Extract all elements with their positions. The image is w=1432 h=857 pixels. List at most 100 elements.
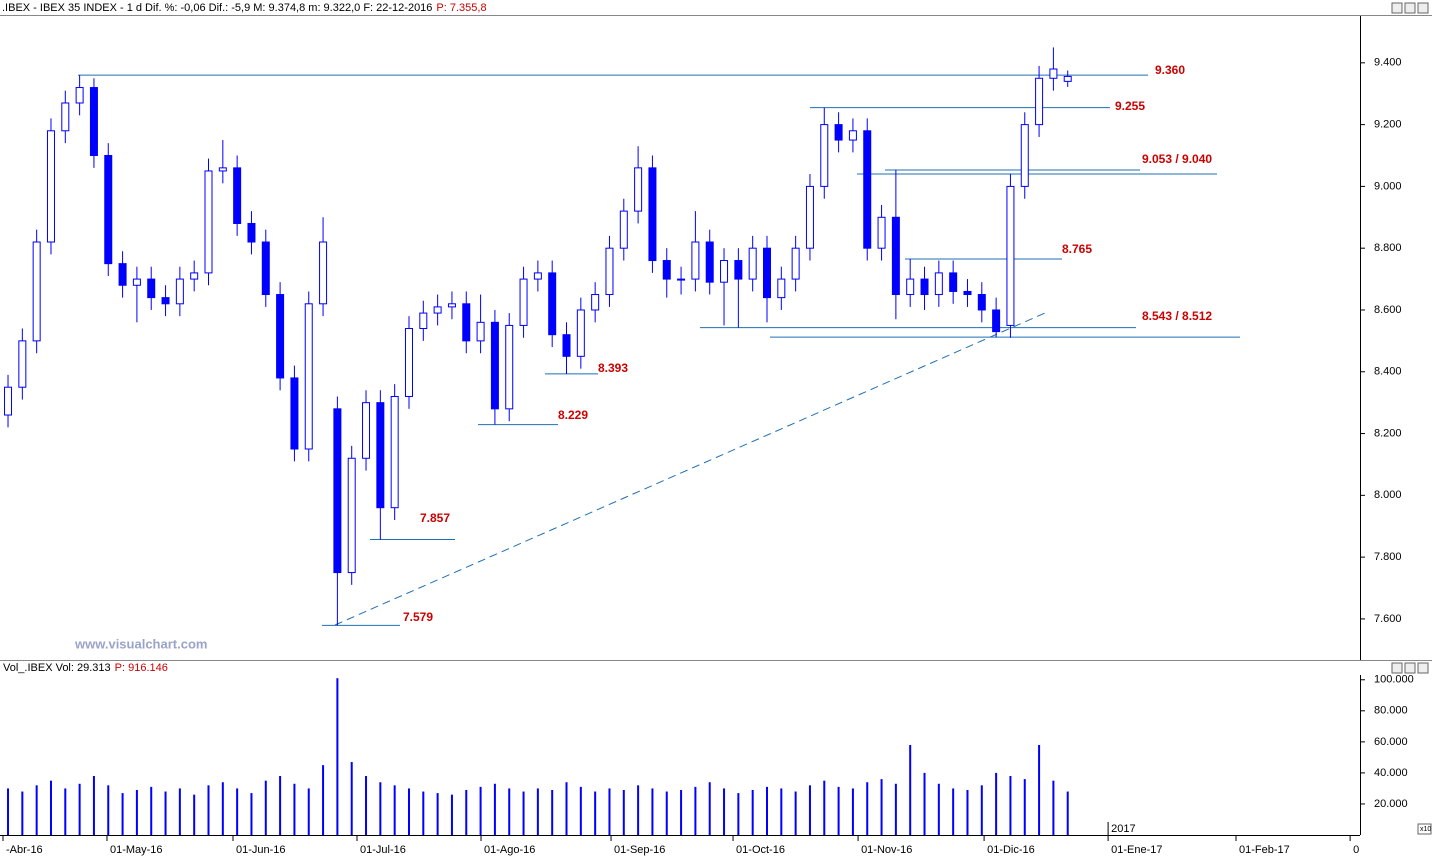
volume-bar — [851, 788, 854, 835]
button[interactable] — [1417, 662, 1429, 674]
volume-bar — [293, 783, 296, 835]
candle-body — [89, 87, 98, 157]
y-tick-label: 60.000 — [1374, 736, 1408, 748]
candle-body — [404, 328, 413, 397]
candle-body — [132, 278, 141, 286]
candle-body — [805, 185, 814, 249]
candle-body — [1020, 124, 1029, 187]
candle-body — [118, 263, 127, 286]
button[interactable] — [1391, 662, 1403, 674]
volume-bar — [78, 783, 81, 835]
volume-bar — [952, 788, 955, 835]
volume-bar — [450, 794, 453, 835]
window-buttons[interactable] — [1391, 2, 1429, 674]
volume-bar — [751, 789, 754, 835]
volume-bar — [522, 791, 525, 835]
volume-bar — [780, 788, 783, 835]
y-tick-label: 9.200 — [1374, 119, 1402, 131]
x-tick-label: 01-Jun-16 — [236, 844, 286, 856]
volume-bar — [765, 786, 768, 835]
header-text: .IBEX - IBEX 35 INDEX - 1 d Dif. %: -0,0… — [2, 2, 432, 14]
y-tick-label: 8.800 — [1374, 242, 1402, 254]
volume-bar — [680, 789, 683, 835]
y-tick-label: 7.600 — [1374, 613, 1402, 625]
volume-bar — [866, 782, 869, 835]
scale-box — [1417, 823, 1432, 835]
x-tick-label: 01-Oct-16 — [736, 844, 785, 856]
watermark: www.visualchart.com — [74, 636, 207, 651]
volume-bar — [135, 789, 138, 835]
button[interactable] — [1391, 2, 1403, 14]
y-tick-label: 8.400 — [1374, 366, 1402, 378]
candle-body — [319, 241, 328, 305]
volume-bar — [565, 782, 568, 835]
candle-body — [175, 278, 184, 305]
button[interactable] — [1404, 662, 1416, 674]
candle-body — [32, 241, 41, 342]
level-label: 9.360 — [1155, 63, 1185, 77]
volume-bar — [551, 789, 554, 835]
volume-bar — [1066, 791, 1069, 835]
volume-bar — [508, 788, 511, 835]
candle-body — [1035, 77, 1044, 126]
level-label: 8.765 — [1062, 242, 1092, 256]
y-tick-label: 9.400 — [1374, 57, 1402, 69]
x-tick-label: 01-Dic-16 — [987, 844, 1035, 856]
x-tick-label: 01-Sep-16 — [614, 844, 665, 856]
volume-bar — [207, 785, 210, 835]
x-tick-label: 01-Feb-17 — [1239, 844, 1290, 856]
y-tick-label: 20.000 — [1374, 798, 1408, 810]
volume-subtitle: P: 916.146 — [115, 662, 168, 674]
volume-bar — [536, 788, 539, 835]
candle-body — [419, 312, 428, 330]
volume-bar — [694, 786, 697, 835]
volume-bar — [493, 783, 496, 835]
level-label: 7.579 — [403, 610, 433, 624]
volume-bar — [150, 786, 153, 835]
volume-bar — [995, 772, 998, 835]
candle-body — [161, 297, 170, 305]
volume-bar — [1023, 779, 1026, 835]
volume-bar — [808, 785, 811, 835]
candle-body — [634, 167, 643, 212]
level-label: 8.393 — [598, 361, 628, 375]
volume-bar — [307, 788, 310, 835]
candle-body — [548, 272, 557, 336]
volume-bar — [264, 780, 267, 835]
candle-body — [290, 377, 299, 450]
candle-body — [562, 334, 571, 357]
volume-bar — [723, 788, 726, 835]
y-tick-label: 100.000 — [1374, 674, 1414, 686]
candle-body — [476, 321, 485, 342]
candle-body — [720, 260, 729, 283]
candle-body — [519, 278, 528, 326]
candle-body — [304, 303, 313, 450]
candle-body — [992, 309, 1001, 333]
volume-bar — [479, 786, 482, 835]
candle-body — [533, 272, 542, 280]
candle-body — [247, 222, 256, 243]
y-tick-label: 40.000 — [1374, 767, 1408, 779]
candle-body — [648, 167, 657, 262]
x-tick-label: 0 — [1353, 844, 1359, 856]
candle-body — [18, 340, 27, 388]
x-tick-label: 01-May-16 — [110, 844, 163, 856]
candle-body — [4, 386, 13, 416]
x-tick-label: 01-Ene-17 — [1111, 844, 1162, 856]
volume-bar — [708, 782, 711, 835]
volume-bar — [107, 785, 110, 835]
candle-body — [949, 272, 958, 292]
volume-bar — [622, 789, 625, 835]
y-tick-label: 9.000 — [1374, 180, 1402, 192]
button[interactable] — [1417, 2, 1429, 14]
button[interactable] — [1404, 2, 1416, 14]
volume-bar — [737, 793, 740, 835]
volume-bar — [465, 789, 468, 835]
volume-bar — [823, 780, 826, 835]
x-tick-label: 01-Ago-16 — [484, 844, 535, 856]
level-label: 9.255 — [1115, 99, 1145, 113]
volume-bar — [336, 678, 339, 835]
volume-bar — [35, 785, 38, 835]
